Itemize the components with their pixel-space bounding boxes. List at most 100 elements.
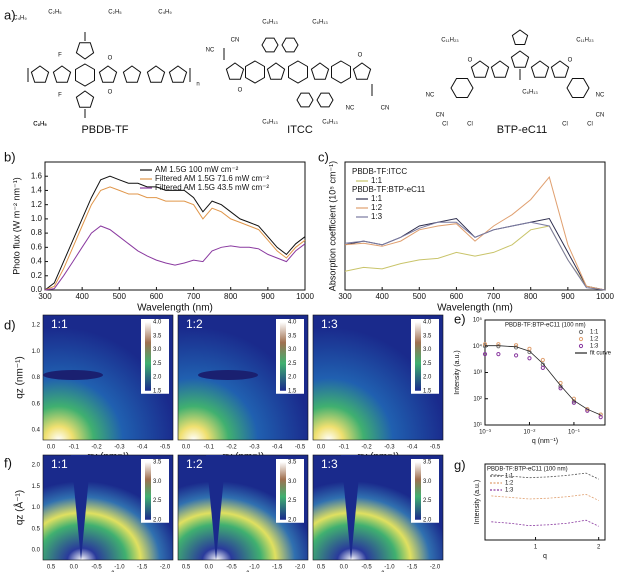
y-tick-label: 10⁴ bbox=[473, 343, 483, 350]
x-tick-label: 900 bbox=[261, 292, 275, 301]
colorbar-label: 4.0 bbox=[288, 320, 297, 326]
panel-label: c) bbox=[318, 149, 329, 164]
x-tick-label: 500 bbox=[113, 292, 127, 301]
point bbox=[513, 343, 519, 348]
group-label: C₁₁H₂₃ bbox=[441, 38, 459, 44]
ring bbox=[310, 62, 330, 80]
y-tick-label: 0.8 bbox=[32, 375, 41, 381]
x-tick-label: 0.0 bbox=[70, 565, 79, 571]
x-tick-label: 0.0 bbox=[340, 565, 349, 571]
legend-label: 1:1 bbox=[371, 194, 383, 203]
legend-group: PBDB-TF:BTP-eC11 bbox=[352, 185, 426, 194]
shadow bbox=[71, 455, 91, 560]
colorbar-label: 2.0 bbox=[153, 375, 162, 381]
ratio-label: 1:2 bbox=[186, 317, 203, 331]
y-tick-label: 0.6 bbox=[31, 242, 43, 251]
ring bbox=[490, 60, 510, 78]
group-label: C₁₁H₂₃ bbox=[576, 38, 594, 44]
y-tick-label: 10² bbox=[473, 396, 482, 402]
chart-title: PBDB-TF:BTP-eC11 (100 nm) bbox=[487, 467, 568, 473]
group-label: Cl bbox=[587, 122, 593, 128]
point bbox=[527, 346, 532, 351]
y-tick-label: 2.0 bbox=[32, 463, 41, 469]
ring bbox=[566, 78, 590, 98]
x-tick-label: -2.0 bbox=[295, 565, 306, 571]
ring bbox=[98, 65, 118, 83]
colorbar bbox=[145, 322, 151, 391]
legend-label: 1:2 bbox=[590, 337, 599, 343]
panel-label: d) bbox=[4, 317, 16, 332]
colorbar-label: 3.0 bbox=[153, 347, 162, 353]
y-tick-label: 0.0 bbox=[32, 548, 41, 554]
x-tick-label: 0.5 bbox=[317, 565, 326, 571]
ring bbox=[331, 60, 351, 84]
group-label: C₆H₁₃ bbox=[322, 120, 338, 126]
x-tick-label: 400 bbox=[75, 292, 89, 301]
x-tick-label: -0.4 bbox=[272, 445, 283, 451]
y-tick-label: 0.6 bbox=[32, 401, 41, 407]
x-tick-label: -2.0 bbox=[160, 565, 171, 571]
y-axis-label: qz (Å⁻¹) bbox=[13, 490, 26, 525]
y-tick-label: 0.4 bbox=[31, 257, 43, 266]
group-label: C₆H₁₃ bbox=[312, 20, 328, 26]
colorbar-label: 1.5 bbox=[288, 388, 297, 394]
ratio-label: 1:1 bbox=[51, 317, 68, 331]
legend-swatch bbox=[578, 336, 584, 342]
group-label: O bbox=[468, 58, 473, 64]
colorbar-label: 1.5 bbox=[153, 388, 162, 394]
legend-label: 1:1 bbox=[505, 474, 514, 480]
ring bbox=[225, 62, 245, 80]
x-axis-label: qxy (Å⁻¹) bbox=[88, 570, 128, 572]
x-tick-label: -1.0 bbox=[384, 565, 395, 571]
x-tick-label: -0.2 bbox=[91, 445, 102, 451]
legend-label: 1:3 bbox=[505, 488, 514, 494]
panel-label: f) bbox=[4, 455, 12, 470]
shadow bbox=[206, 455, 226, 560]
x-tick-label: 600 bbox=[150, 292, 164, 301]
colorbar-label: 2.5 bbox=[288, 498, 297, 504]
group-label: CN bbox=[436, 113, 445, 119]
group-label: NC bbox=[596, 93, 605, 99]
point bbox=[482, 352, 488, 357]
x-tick-label: -0.5 bbox=[160, 445, 171, 451]
x-tick-label: 800 bbox=[224, 292, 238, 301]
x-axis-label: Wavelength (nm) bbox=[437, 303, 513, 314]
ring bbox=[122, 65, 142, 83]
ring bbox=[352, 62, 372, 80]
x-tick-label: 0.0 bbox=[47, 445, 56, 451]
panel-label: g) bbox=[454, 457, 466, 472]
point bbox=[527, 356, 532, 361]
y-tick-label: 1.5 bbox=[32, 484, 41, 490]
series-line bbox=[44, 175, 306, 291]
series-line bbox=[344, 221, 606, 291]
ring bbox=[168, 65, 188, 83]
x-tick-label: -0.1 bbox=[339, 445, 350, 451]
legend-label: 1:2 bbox=[371, 203, 383, 212]
colorbar bbox=[415, 462, 421, 520]
x-tick-label: -0.3 bbox=[249, 445, 260, 451]
legend-label: 1:3 bbox=[371, 212, 383, 221]
point bbox=[558, 386, 563, 391]
colorbar-label: 3.0 bbox=[288, 479, 297, 485]
legend-label: 1:1 bbox=[590, 330, 599, 336]
point bbox=[571, 400, 577, 405]
x-tick-label: -0.2 bbox=[226, 445, 237, 451]
series-line bbox=[344, 176, 606, 291]
legend-label: 1:3 bbox=[590, 344, 599, 350]
x-tick-label: 0.0 bbox=[317, 445, 326, 451]
colorbar-label: 2.0 bbox=[423, 517, 432, 523]
group-label: C₄H₉ bbox=[33, 122, 47, 128]
plot-frame bbox=[484, 463, 606, 541]
x-axis-label: qxy (Å⁻¹) bbox=[223, 570, 263, 572]
plot-frame bbox=[44, 161, 306, 291]
y-tick-label: 1.2 bbox=[32, 323, 41, 329]
plot-frame bbox=[344, 161, 606, 291]
group-label: O bbox=[568, 58, 573, 64]
y-axis-label: qz (nm⁻¹) bbox=[15, 356, 26, 399]
legend-swatch bbox=[578, 329, 584, 335]
panel-label: e) bbox=[454, 311, 466, 326]
y-axis-label: Photo flux (W m⁻² nm⁻¹) bbox=[11, 177, 21, 275]
group-label: O bbox=[108, 90, 113, 96]
x-tick-label: -1.0 bbox=[114, 565, 125, 571]
